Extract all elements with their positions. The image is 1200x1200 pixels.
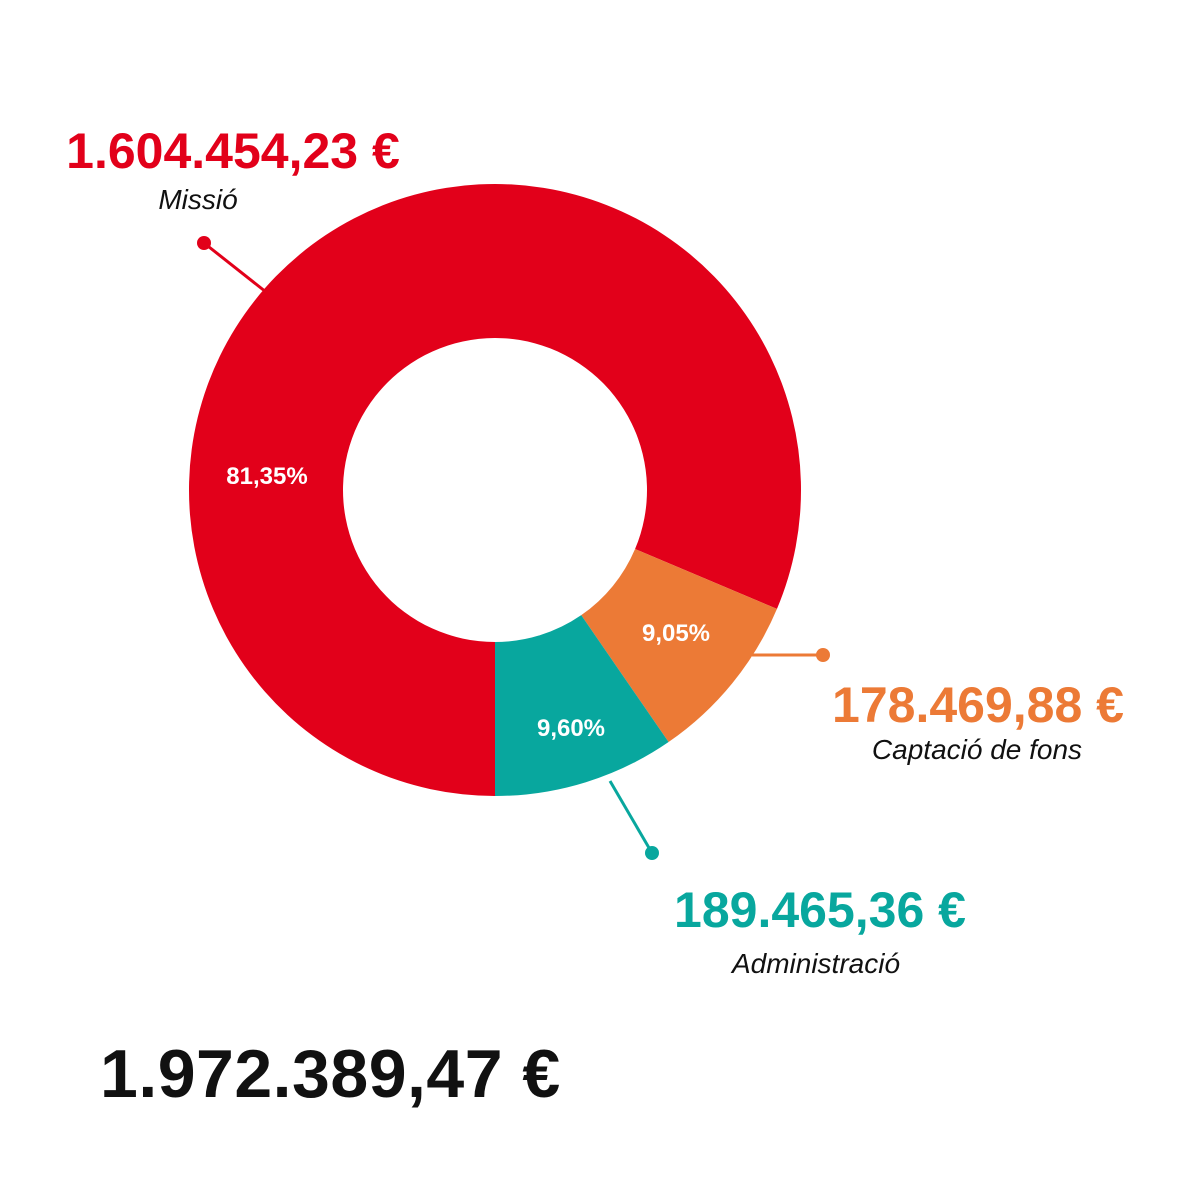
slice-percent-label-administracio: 9,60% <box>537 715 605 742</box>
donut-slice-captacio <box>581 549 777 743</box>
donut-slice-administracio <box>495 615 669 796</box>
callout-dot-missio <box>197 236 211 250</box>
category-label-administracio: Administració <box>730 948 900 979</box>
amount-label-missio: 1.604.454,23 € <box>66 123 400 179</box>
total-amount: 1.972.389,47 € <box>100 1036 561 1112</box>
amount-label-administracio: 189.465,36 € <box>674 882 966 938</box>
callout-dot-captacio <box>816 648 830 662</box>
callout-dot-administracio <box>645 846 659 860</box>
callout-line-administracio <box>608 780 654 854</box>
category-label-captacio: Captació de fons <box>872 734 1082 765</box>
donut-slice-missio <box>189 183 802 797</box>
donut-slices <box>189 183 802 797</box>
callout-line-missio <box>203 241 267 294</box>
callout-lines <box>197 236 830 860</box>
slice-percent-label-missio: 81,35% <box>226 463 307 490</box>
slice-percent-label-captacio: 9,05% <box>642 620 710 647</box>
amount-label-captacio: 178.469,88 € <box>832 677 1124 733</box>
category-label-missio: Missió <box>158 184 237 215</box>
